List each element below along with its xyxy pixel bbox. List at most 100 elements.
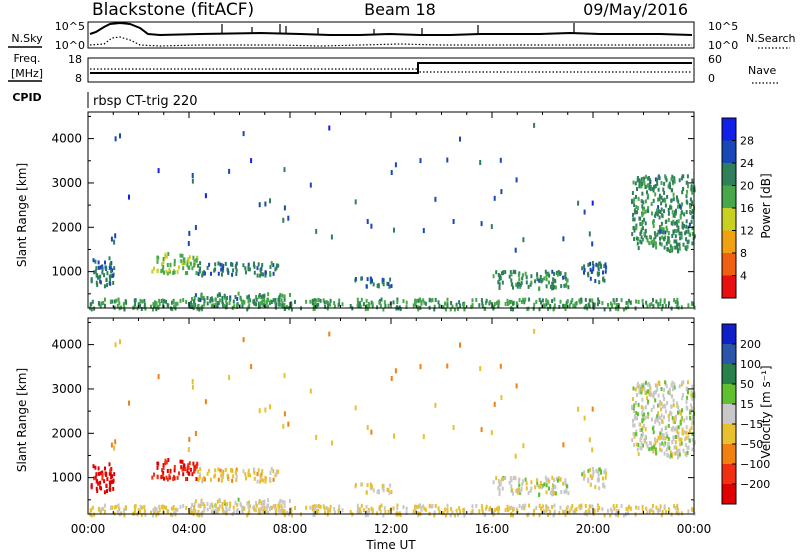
data-cell [372, 282, 375, 287]
data-cell [113, 239, 116, 245]
data-cell [433, 304, 436, 309]
data-cell [246, 513, 249, 518]
data-cell [675, 304, 678, 309]
data-cell [646, 238, 649, 243]
data-cell [670, 221, 673, 226]
data-cell [167, 252, 170, 256]
data-cell [665, 225, 668, 230]
data-cell [553, 484, 556, 489]
data-cell [497, 273, 500, 277]
data-cell [311, 298, 314, 303]
data-cell [265, 300, 268, 305]
data-cell [658, 421, 661, 426]
data-cell [165, 460, 168, 465]
colorbar-segment [722, 484, 736, 505]
data-cell [415, 504, 418, 509]
data-cell [571, 504, 574, 508]
data-cell [636, 241, 639, 246]
data-cell [113, 505, 116, 510]
data-cell [631, 198, 634, 203]
data-cell [255, 503, 258, 508]
data-cell [647, 176, 650, 180]
data-cell [693, 394, 696, 399]
data-cell [512, 285, 514, 290]
data-cell [518, 504, 521, 508]
data-cell [540, 485, 543, 490]
data-cell [693, 511, 696, 516]
data-cell [213, 474, 216, 479]
data-cell [294, 299, 296, 304]
data-cell [194, 293, 197, 298]
data-cell [155, 513, 158, 518]
data-cell [396, 503, 399, 508]
data-cell [203, 302, 206, 307]
data-cell [523, 506, 526, 511]
data-cell [228, 507, 231, 511]
data-cell [182, 298, 185, 302]
data-cell [179, 504, 182, 509]
data-cell [315, 504, 318, 509]
data-cell [161, 473, 164, 478]
data-cell [95, 266, 98, 271]
data-cell [677, 228, 680, 233]
data-cell [269, 505, 272, 510]
data-cell [661, 235, 664, 240]
data-cell [248, 500, 250, 505]
data-cell [523, 300, 526, 305]
data-cell [220, 267, 223, 272]
data-cell [649, 184, 652, 189]
data-cell [256, 273, 259, 278]
data-cell [659, 435, 662, 440]
data-cell [568, 509, 571, 514]
data-cell [110, 475, 113, 480]
data-cell [685, 386, 688, 391]
data-cell [515, 177, 518, 183]
data-cell [678, 452, 681, 457]
data-cell [197, 503, 200, 508]
data-cell [549, 303, 552, 308]
data-cell [260, 501, 263, 506]
data-cell [315, 434, 318, 440]
data-cell [663, 237, 666, 242]
data-cell [538, 503, 541, 508]
data-cell [540, 279, 543, 284]
data-cell [96, 283, 99, 287]
data-cell [538, 297, 541, 302]
data-cell [634, 210, 637, 215]
data-cell [654, 235, 657, 240]
data-cell [646, 510, 649, 515]
data-cell [539, 484, 542, 489]
data-cell [399, 307, 402, 312]
data-cell [522, 297, 525, 302]
data-cell [423, 506, 426, 511]
data-cell [654, 184, 657, 188]
data-cell [643, 382, 646, 387]
data-cell [134, 298, 137, 303]
data-cell [221, 265, 224, 270]
data-cell [596, 477, 599, 482]
nsky-tick-top: 10^5 [55, 20, 85, 33]
data-cell [484, 506, 487, 511]
data-cell [643, 181, 646, 186]
data-cell [174, 304, 177, 309]
data-cell [530, 486, 533, 491]
data-cell [438, 303, 441, 308]
data-cell [635, 194, 637, 199]
data-cell [674, 451, 677, 456]
data-cell [452, 425, 455, 430]
data-cell [274, 503, 277, 508]
data-cell [258, 408, 261, 414]
data-cell [328, 331, 331, 337]
data-cell [319, 504, 322, 509]
data-cell [455, 508, 458, 513]
data-cell [520, 505, 523, 510]
data-cell [687, 184, 689, 189]
data-cell [565, 509, 568, 514]
data-cell [674, 427, 676, 432]
data-cell [540, 300, 542, 305]
data-cell [144, 306, 147, 311]
data-cell [90, 277, 93, 282]
data-cell [676, 247, 679, 252]
data-cell [341, 302, 344, 307]
data-cell [198, 269, 201, 274]
